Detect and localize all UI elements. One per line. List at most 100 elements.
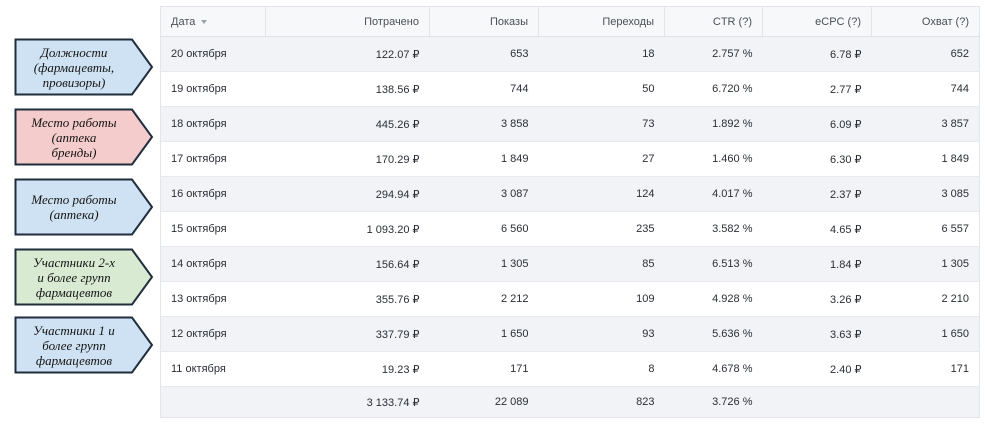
cell-impressions: 1 849 [429, 141, 539, 177]
table-row: 12 октября 337.79 ₽ 1 650 93 5.636 % 3.6… [160, 316, 980, 352]
total-date [160, 386, 266, 418]
cell-spent: 122.07 ₽ [265, 36, 430, 72]
cell-reach: 1 650 [871, 316, 980, 352]
cell-impressions: 171 [429, 351, 539, 387]
cell-clicks: 73 [538, 106, 665, 142]
cell-ecpc: 6.09 ₽ [762, 106, 872, 142]
table-row: 19 октября 138.56 ₽ 744 50 6.720 % 2.77 … [160, 71, 980, 107]
segment-callout-members-2-groups: Участники 2-х и более групп фармацевтов [14, 248, 154, 306]
callout-label: Участники 2-х и более групп фармацевтов [33, 254, 115, 300]
stats-table: Дата Потрачено Показы Переходы CTR (?) e… [160, 6, 980, 418]
cell-ecpc: 1.84 ₽ [762, 246, 872, 282]
cell-clicks: 124 [538, 176, 665, 212]
column-header-impressions[interactable]: Показы [429, 6, 539, 37]
cell-date: 17 октября [160, 141, 266, 177]
table-row: 11 октября 19.23 ₽ 171 8 4.678 % 2.40 ₽ … [160, 351, 980, 387]
cell-date: 20 октября [160, 36, 266, 72]
table-row: 16 октября 294.94 ₽ 3 087 124 4.017 % 2.… [160, 176, 980, 212]
table-header-row: Дата Потрачено Показы Переходы CTR (?) e… [160, 6, 980, 37]
cell-date: 14 октября [160, 246, 266, 282]
cell-clicks: 18 [538, 36, 665, 72]
total-clicks: 823 [538, 386, 665, 418]
cell-spent: 19.23 ₽ [265, 351, 430, 387]
cell-ctr: 1.460 % [664, 141, 763, 177]
cell-ctr: 4.928 % [664, 281, 763, 317]
cell-date: 19 октября [160, 71, 266, 107]
cell-ctr: 6.513 % [664, 246, 763, 282]
cell-clicks: 50 [538, 71, 665, 107]
cell-ecpc: 2.77 ₽ [762, 71, 872, 107]
column-header-date-label: Дата [171, 15, 196, 28]
cell-ecpc: 6.30 ₽ [762, 141, 872, 177]
cell-impressions: 3 858 [429, 106, 539, 142]
cell-spent: 138.56 ₽ [265, 71, 430, 107]
arrow-callout-shape [14, 316, 154, 374]
total-reach [871, 386, 980, 418]
totals-row: 3 133.74 ₽ 22 089 823 3.726 % [160, 386, 980, 418]
column-header-ecpc[interactable]: eCPC (?) [762, 6, 872, 37]
cell-ecpc: 3.26 ₽ [762, 281, 872, 317]
cell-impressions: 2 212 [429, 281, 539, 317]
total-spent: 3 133.74 ₽ [265, 386, 430, 418]
cell-ctr: 5.636 % [664, 316, 763, 352]
cell-impressions: 3 087 [429, 176, 539, 212]
cell-clicks: 235 [538, 211, 665, 247]
cell-ctr: 2.757 % [664, 36, 763, 72]
cell-ecpc: 4.65 ₽ [762, 211, 872, 247]
cell-spent: 337.79 ₽ [265, 316, 430, 352]
total-impressions: 22 089 [429, 386, 539, 418]
sort-down-icon [201, 19, 208, 24]
cell-reach: 744 [871, 71, 980, 107]
segment-callout-members-1-group: Участники 1 и более групп фармацевтов [14, 316, 154, 374]
column-header-date[interactable]: Дата [160, 6, 266, 37]
cell-ecpc: 3.63 ₽ [762, 316, 872, 352]
cell-clicks: 109 [538, 281, 665, 317]
total-ecpc [762, 386, 872, 418]
cell-clicks: 8 [538, 351, 665, 387]
callout-label: Должности (фармацевты, провизоры) [33, 44, 115, 90]
cell-spent: 355.76 ₽ [265, 281, 430, 317]
cell-date: 13 октября [160, 281, 266, 317]
cell-spent: 170.29 ₽ [265, 141, 430, 177]
cell-reach: 3 857 [871, 106, 980, 142]
arrow-callout-shape [14, 108, 154, 166]
cell-ctr: 1.892 % [664, 106, 763, 142]
cell-date: 11 октября [160, 351, 266, 387]
cell-impressions: 1 650 [429, 316, 539, 352]
cell-impressions: 1 305 [429, 246, 539, 282]
cell-reach: 652 [871, 36, 980, 72]
table-row: 14 октября 156.64 ₽ 1 305 85 6.513 % 1.8… [160, 246, 980, 282]
cell-clicks: 27 [538, 141, 665, 177]
column-header-ctr[interactable]: CTR (?) [664, 6, 763, 37]
column-header-spent[interactable]: Потрачено [265, 6, 430, 37]
table-row: 18 октября 445.26 ₽ 3 858 73 1.892 % 6.0… [160, 106, 980, 142]
cell-reach: 1 849 [871, 141, 980, 177]
arrow-callout-shape [14, 248, 154, 306]
cell-ecpc: 2.37 ₽ [762, 176, 872, 212]
cell-spent: 445.26 ₽ [265, 106, 430, 142]
table-row: 15 октября 1 093.20 ₽ 6 560 235 3.582 % … [160, 211, 980, 247]
cell-ctr: 4.017 % [664, 176, 763, 212]
cell-ctr: 4.678 % [664, 351, 763, 387]
cell-ctr: 6.720 % [664, 71, 763, 107]
column-header-clicks[interactable]: Переходы [538, 6, 665, 37]
cell-spent: 1 093.20 ₽ [265, 211, 430, 247]
segment-callout-workplace: Место работы (аптека) [14, 178, 154, 236]
segment-callout-workplace-brands: Место работы (аптека бренды) [14, 108, 154, 166]
callout-label: Участники 1 и более групп фармацевтов [33, 322, 115, 368]
cell-impressions: 744 [429, 71, 539, 107]
cell-date: 12 октября [160, 316, 266, 352]
cell-spent: 156.64 ₽ [265, 246, 430, 282]
cell-clicks: 93 [538, 316, 665, 352]
arrow-callout-shape [14, 38, 154, 96]
cell-ecpc: 2.40 ₽ [762, 351, 872, 387]
cell-ctr: 3.582 % [664, 211, 763, 247]
arrow-callout-shape [14, 178, 154, 236]
cell-reach: 3 085 [871, 176, 980, 212]
callout-label: Место работы (аптека бренды) [31, 114, 117, 160]
column-header-reach[interactable]: Охват (?) [871, 6, 980, 37]
cell-date: 16 октября [160, 176, 266, 212]
cell-date: 18 октября [160, 106, 266, 142]
segment-callout-positions: Должности (фармацевты, провизоры) [14, 38, 154, 96]
callout-label: Место работы (аптека) [31, 192, 117, 222]
